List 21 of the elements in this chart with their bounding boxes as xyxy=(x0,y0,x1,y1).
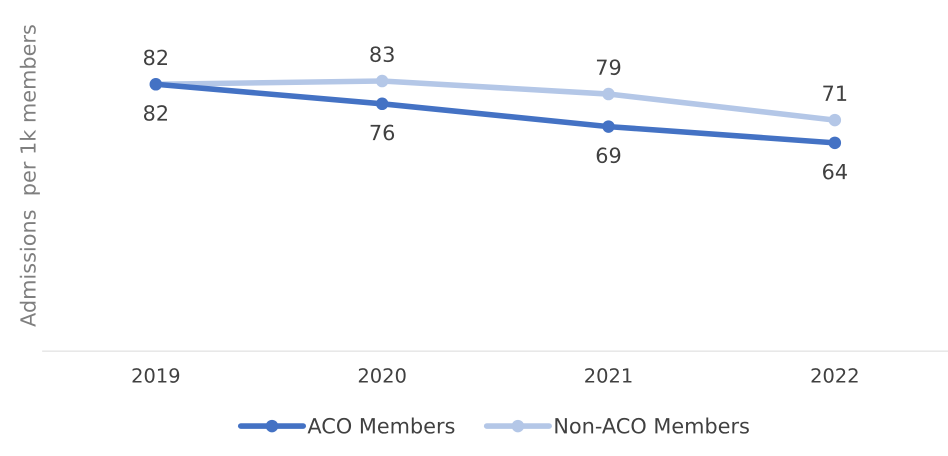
point xyxy=(376,98,388,110)
point xyxy=(828,136,842,150)
data-label: 82 xyxy=(144,50,167,66)
x-tick-label: 2019 xyxy=(132,368,180,383)
x-tick-label: 2020 xyxy=(358,368,406,383)
data-label: 79 xyxy=(596,59,620,76)
data-label: 76 xyxy=(370,124,394,140)
data-label: 83 xyxy=(370,46,394,62)
x-tick-label: 2021 xyxy=(585,368,632,383)
x-tick-label: 2022 xyxy=(812,368,858,383)
data-label: 71 xyxy=(823,86,846,101)
point xyxy=(602,88,615,100)
legend-label: ACO Members xyxy=(308,418,454,434)
y-axis-title: Admissions per 1k members xyxy=(20,25,40,327)
data-label: 64 xyxy=(823,164,847,180)
legend-label: Non-ACO Members xyxy=(555,418,749,434)
point xyxy=(602,120,615,133)
point xyxy=(376,74,388,88)
point xyxy=(828,114,842,126)
data-label: 82 xyxy=(144,105,167,121)
data-label: 69 xyxy=(596,147,620,164)
